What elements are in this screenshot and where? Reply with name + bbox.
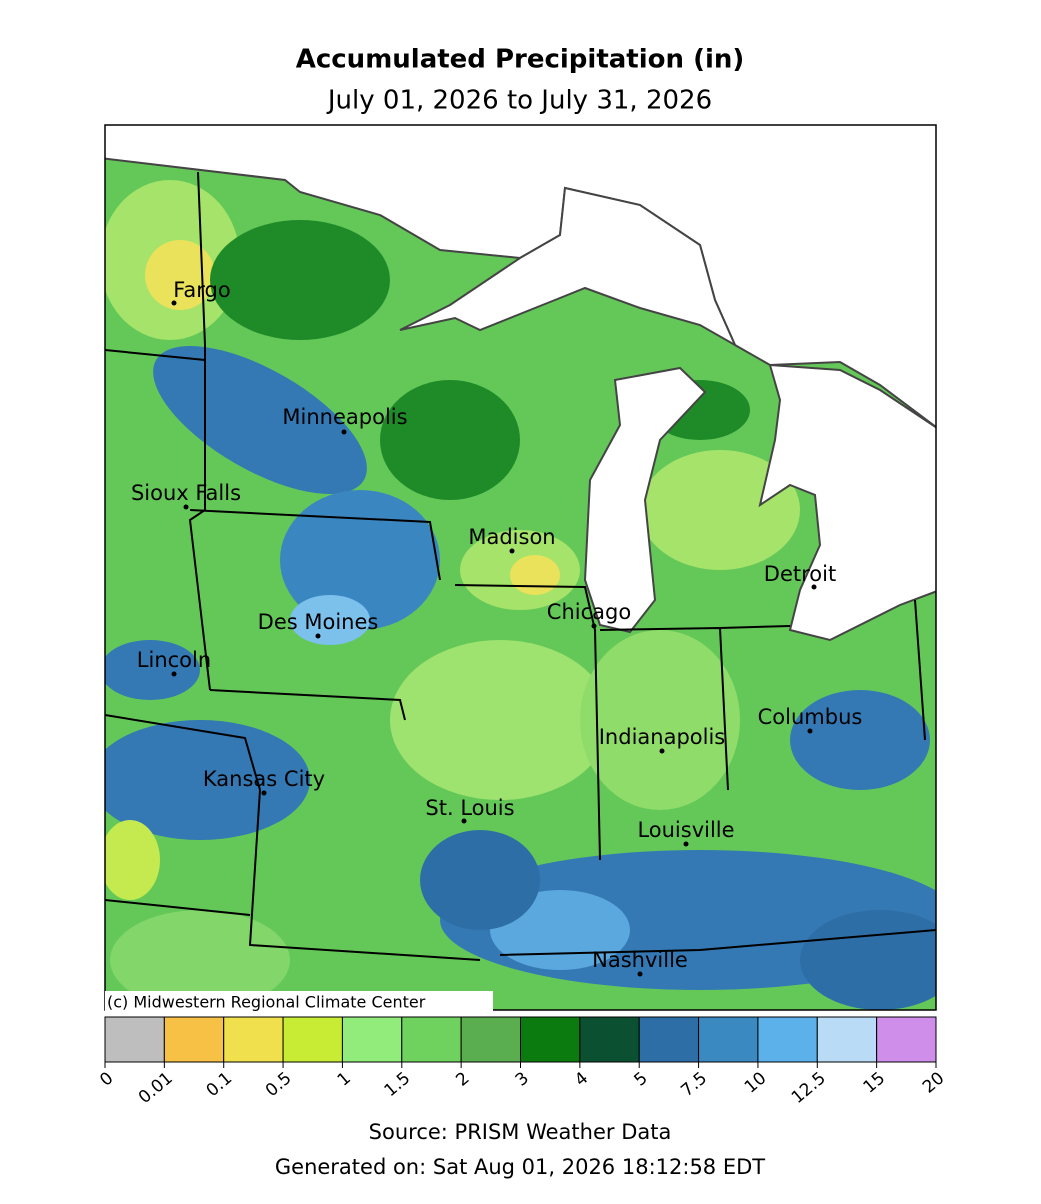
city-dot [171, 300, 177, 306]
colorbar-bin [876, 1016, 937, 1063]
colorbar-bin [757, 1016, 818, 1063]
city-dot [591, 623, 597, 629]
city-dot [509, 548, 515, 554]
city-dot [461, 818, 467, 824]
city-label: Louisville [637, 818, 734, 842]
city-dot [637, 971, 643, 977]
city-dot [659, 748, 665, 754]
city-label: Nashville [592, 948, 688, 972]
colorbar-bin [282, 1016, 343, 1063]
city-label: Detroit [764, 562, 836, 586]
subtitle: July 01, 2026 to July 31, 2026 [326, 86, 712, 116]
city-labels: Fargo Minneapolis Sioux Falls Madison Detroi… [131, 278, 862, 977]
city-label: Columbus [758, 705, 863, 729]
copyright-box [105, 991, 493, 1013]
city-label: Indianapolis [599, 725, 726, 749]
colorbar-tick-label: 1 [334, 1068, 355, 1090]
colorbar-tick-label: 0.01 [135, 1068, 177, 1108]
city-dot [261, 790, 267, 796]
city-dot [683, 841, 689, 847]
colorbar-tick-label: 4 [571, 1068, 592, 1090]
lake-superior [399, 186, 738, 348]
colorbar: 0 0.01 0.1 0.5 1 1.5 2 3 4 5 7.5 10 12.5 15 20 [96, 1016, 948, 1108]
colorbar-tick-label: 7.5 [677, 1068, 711, 1101]
colorbar-bin [401, 1016, 462, 1063]
lake-michigan [583, 366, 707, 634]
copyright: (c) Midwestern Regional Climate Center [107, 993, 426, 1012]
colorbar-bin [816, 1016, 878, 1063]
colorbar-bin [520, 1016, 581, 1063]
city-dot [171, 671, 177, 677]
colorbar-tick-label: 15 [860, 1068, 889, 1097]
colorbar-bin [341, 1016, 403, 1063]
colorbar-tick-label: 2 [452, 1068, 473, 1090]
city-label: Madison [468, 525, 555, 549]
colorbar-bin [163, 1016, 225, 1063]
city-dot [341, 429, 347, 435]
city-label: Minneapolis [282, 405, 407, 429]
precip-field [105, 125, 936, 1010]
city-label: Fargo [173, 278, 230, 302]
city-dot [807, 728, 813, 734]
city-label: Sioux Falls [131, 481, 241, 505]
city-label: Kansas City [203, 767, 325, 791]
colorbar-tick-label: 12.5 [788, 1068, 830, 1108]
colorbar-tick-label: 0 [96, 1068, 117, 1090]
city-label: Des Moines [258, 610, 379, 634]
colorbar-bin [223, 1016, 284, 1063]
colorbar-bin [698, 1016, 759, 1063]
colorbar-tick-label: 20 [919, 1068, 948, 1097]
city-dot [183, 504, 189, 510]
colorbar-bin [638, 1016, 700, 1063]
colorbar-bin [579, 1016, 640, 1063]
city-label: St. Louis [425, 796, 514, 820]
colorbar-bin [104, 1016, 165, 1063]
city-label: Lincoln [137, 648, 211, 672]
title: Accumulated Precipitation (in) [296, 45, 745, 75]
source: Source: PRISM Weather Data [369, 1120, 672, 1144]
colorbar-tick-label: 0.1 [203, 1068, 237, 1101]
colorbar-bin [460, 1016, 521, 1063]
colorbar-tick-label: 0.5 [262, 1068, 296, 1101]
colorbar-tick-label: 5 [630, 1068, 651, 1090]
map-frame [104, 124, 937, 1011]
colorbar-tick-label: 1.5 [381, 1068, 415, 1101]
city-label: Chicago [547, 600, 631, 624]
generated: Generated on: Sat Aug 01, 2026 18:12:58 … [275, 1155, 765, 1179]
city-dot [315, 633, 321, 639]
colorbar-tick-label: 10 [741, 1068, 770, 1097]
colorbar-tick-label: 3 [512, 1068, 533, 1090]
lake-huron-erie [758, 363, 936, 642]
city-dot [811, 584, 817, 590]
